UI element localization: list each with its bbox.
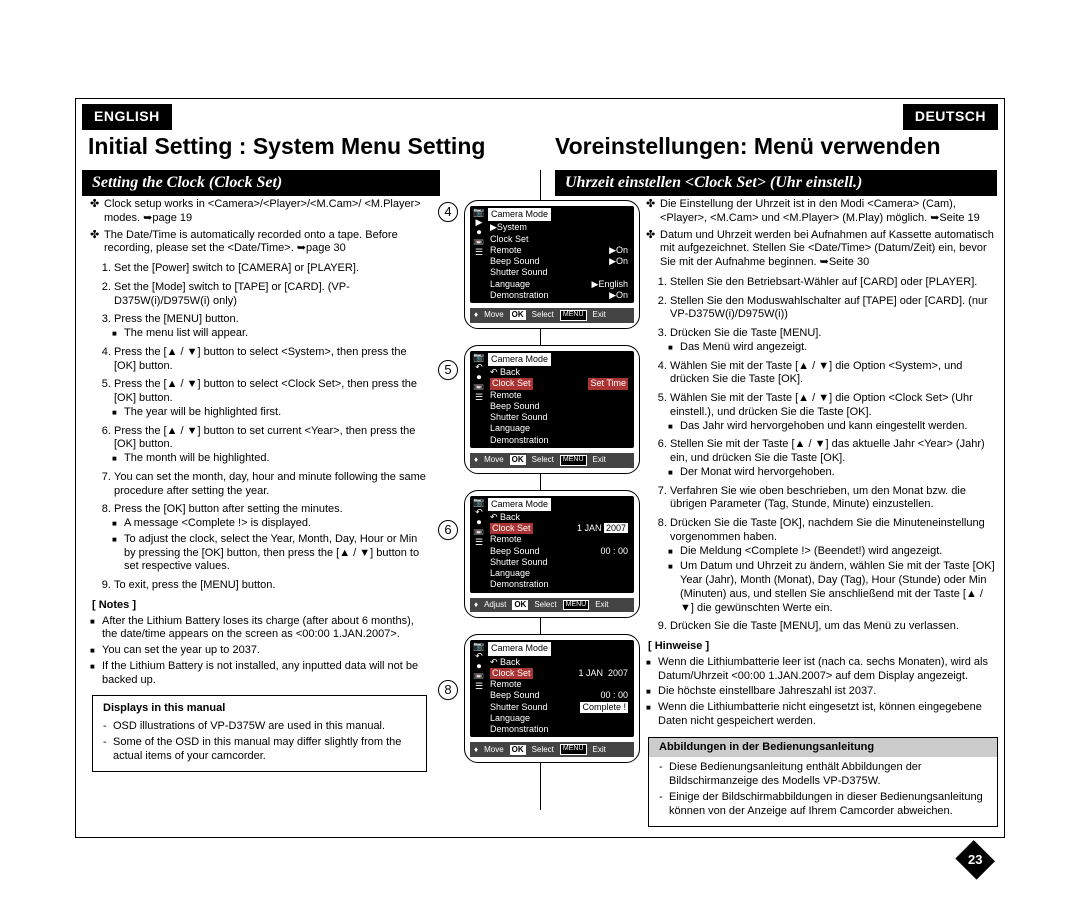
en-intro-2: The Date/Time is automatically recorded … bbox=[104, 229, 427, 257]
title-english: Initial Setting : System Menu Setting bbox=[88, 132, 485, 161]
en-step-8-sub-b: To adjust the clock, select the Year, Mo… bbox=[124, 533, 427, 574]
en-display-head: Displays in this manual bbox=[103, 702, 416, 716]
en-note-1: After the Lithium Battery loses its char… bbox=[102, 615, 427, 643]
osd-complete: Complete ! bbox=[580, 702, 628, 713]
lang-tab-deutsch: DEUTSCH bbox=[903, 104, 998, 130]
en-step-5-sub: The year will be highlighted first. bbox=[124, 406, 427, 420]
en-step-3: Press the [MENU] button. The menu list w… bbox=[114, 313, 427, 341]
osd-screen-8: 📷↶⏺📼☰ Camera Mode ↶ Back Clock Set1 JAN … bbox=[464, 634, 640, 763]
de-display-box: Abbildungen in der Bedienungsanleitung D… bbox=[648, 737, 998, 828]
osd-screen-5: 📷↶⏺📼☰ Camera Mode ↶ Back Clock SetSet Ti… bbox=[464, 345, 640, 474]
en-step-8-sub-a: A message <Complete !> is displayed. bbox=[124, 517, 427, 531]
osd-screen-4: 📷▶⏺📼☰ Camera Mode ▶System Clock Set Remo… bbox=[464, 200, 640, 329]
de-step-8-sub-a: Die Meldung <Complete !> (Beendet!) wird… bbox=[680, 545, 998, 559]
en-step-6: Press the [▲ / ▼] button to set current … bbox=[114, 425, 427, 466]
en-step-7: You can set the month, day, hour and min… bbox=[114, 471, 427, 499]
en-note-3: If the Lithium Battery is not installed,… bbox=[102, 660, 427, 688]
de-step-2: Stellen Sie den Moduswahlschalter auf [T… bbox=[670, 295, 998, 323]
de-notes-head: [ Hinweise ] bbox=[648, 640, 998, 654]
de-step-8-sub-b: Um Datum und Uhrzeit zu ändern, wählen S… bbox=[680, 560, 998, 615]
de-display-head: Abbildungen in der Bedienungsanleitung bbox=[649, 738, 997, 758]
en-step-3-sub: The menu list will appear. bbox=[124, 327, 427, 341]
de-display-2: Einige der Bildschirmabbildungen in dies… bbox=[669, 791, 987, 819]
osd-shutter: Shutter Sound bbox=[490, 267, 548, 278]
osd-clockset-hl: Clock Set bbox=[490, 378, 533, 389]
en-intro-1: Clock setup works in <Camera>/<Player>/<… bbox=[104, 198, 427, 226]
osd-demo: Demonstration bbox=[490, 290, 549, 301]
osd-year-hl: 2007 bbox=[604, 523, 628, 533]
osd-remote: Remote bbox=[490, 245, 522, 256]
step-circle-4: 4 bbox=[438, 202, 458, 222]
subtitle-english: Setting the Clock (Clock Set) bbox=[82, 170, 440, 196]
en-step-1: Set the [Power] switch to [CAMERA] or [P… bbox=[114, 262, 427, 276]
title-deutsch: Voreinstellungen: Menü verwenden bbox=[555, 132, 941, 161]
subtitle-deutsch: Uhrzeit einstellen <Clock Set> (Uhr eins… bbox=[555, 170, 997, 196]
de-step-3: Drücken Sie die Taste [MENU]. Das Menü w… bbox=[670, 327, 998, 355]
en-step-2: Set the [Mode] switch to [TAPE] or [CARD… bbox=[114, 281, 427, 309]
de-step-6: Stellen Sie mit der Taste [▲ / ▼] das ak… bbox=[670, 438, 998, 479]
step-circle-6: 6 bbox=[438, 520, 458, 540]
en-step-6-sub: The month will be highlighted. bbox=[124, 452, 427, 466]
en-step-9: To exit, press the [MENU] button. bbox=[114, 579, 427, 593]
en-note-2: You can set the year up to 2037. bbox=[102, 644, 427, 658]
osd-time: 00 : 00 bbox=[600, 546, 628, 557]
en-step-8: Press the [OK] button after setting the … bbox=[114, 503, 427, 574]
osd-column: 4 📷▶⏺📼☰ Camera Mode ▶System Clock Set Re… bbox=[440, 200, 645, 779]
page-number: 23 bbox=[955, 840, 995, 880]
de-step-7: Verfahren Sie wie oben beschrieben, um d… bbox=[670, 485, 998, 513]
de-step-1: Stellen Sie den Betriebsart-Wähler auf [… bbox=[670, 276, 998, 290]
osd-language: Language bbox=[490, 279, 530, 290]
de-step-6-sub: Der Monat wird hervorgehoben. bbox=[680, 466, 998, 480]
de-intro-2: Datum und Uhrzeit werden bei Aufnahmen a… bbox=[660, 229, 998, 270]
osd-mode-title: Camera Mode bbox=[488, 208, 551, 221]
lang-tab-english: ENGLISH bbox=[82, 104, 172, 130]
en-step-5: Press the [▲ / ▼] button to select <Cloc… bbox=[114, 378, 427, 419]
de-note-2: Die höchste einstellbare Jahreszahl ist … bbox=[658, 685, 998, 699]
en-notes-head: [ Notes ] bbox=[92, 599, 427, 613]
de-note-1: Wenn die Lithiumbatterie leer ist (nach … bbox=[658, 656, 998, 684]
de-intro-1: Die Einstellung der Uhrzeit ist in den M… bbox=[660, 198, 998, 226]
de-step-4: Wählen Sie mit der Taste [▲ / ▼] die Opt… bbox=[670, 360, 998, 388]
osd-screen-6: 📷↶⏺📼☰ Camera Mode ↶ Back Clock Set1 JAN … bbox=[464, 490, 640, 619]
en-step-4: Press the [▲ / ▼] button to select <Syst… bbox=[114, 346, 427, 374]
deutsch-column: Die Einstellung der Uhrzeit ist in den M… bbox=[648, 198, 998, 827]
osd-settime: Set Time bbox=[588, 378, 628, 389]
en-display-box: Displays in this manual OSD illustration… bbox=[92, 695, 427, 772]
osd-clockset: Clock Set bbox=[490, 234, 529, 245]
de-step-9: Drücken Sie die Taste [MENU], um das Men… bbox=[670, 620, 998, 634]
osd-footer: ♦Move OKSelect MENUExit bbox=[470, 308, 634, 323]
de-note-3: Wenn die Lithiumbatterie nicht eingesetz… bbox=[658, 701, 998, 729]
osd-system: ▶System bbox=[490, 222, 527, 233]
osd-icon-column: 📷▶⏺📼☰ bbox=[472, 208, 486, 301]
osd-beep: Beep Sound bbox=[490, 256, 540, 267]
en-display-1: OSD illustrations of VP-D375W are used i… bbox=[113, 720, 416, 734]
de-step-8: Drücken Sie die Taste [OK], nachdem Sie … bbox=[670, 517, 998, 615]
de-step-5-sub: Das Jahr wird hervorgehoben und kann ein… bbox=[680, 420, 998, 434]
de-step-5: Wählen Sie mit der Taste [▲ / ▼] die Opt… bbox=[670, 392, 998, 433]
step-circle-8: 8 bbox=[438, 680, 458, 700]
english-column: Clock setup works in <Camera>/<Player>/<… bbox=[92, 198, 427, 772]
de-display-1: Diese Bedienungsanleitung enthält Abbild… bbox=[669, 761, 987, 789]
step-circle-5: 5 bbox=[438, 360, 458, 380]
en-display-2: Some of the OSD in this manual may diffe… bbox=[113, 736, 416, 764]
de-step-3-sub: Das Menü wird angezeigt. bbox=[680, 341, 998, 355]
